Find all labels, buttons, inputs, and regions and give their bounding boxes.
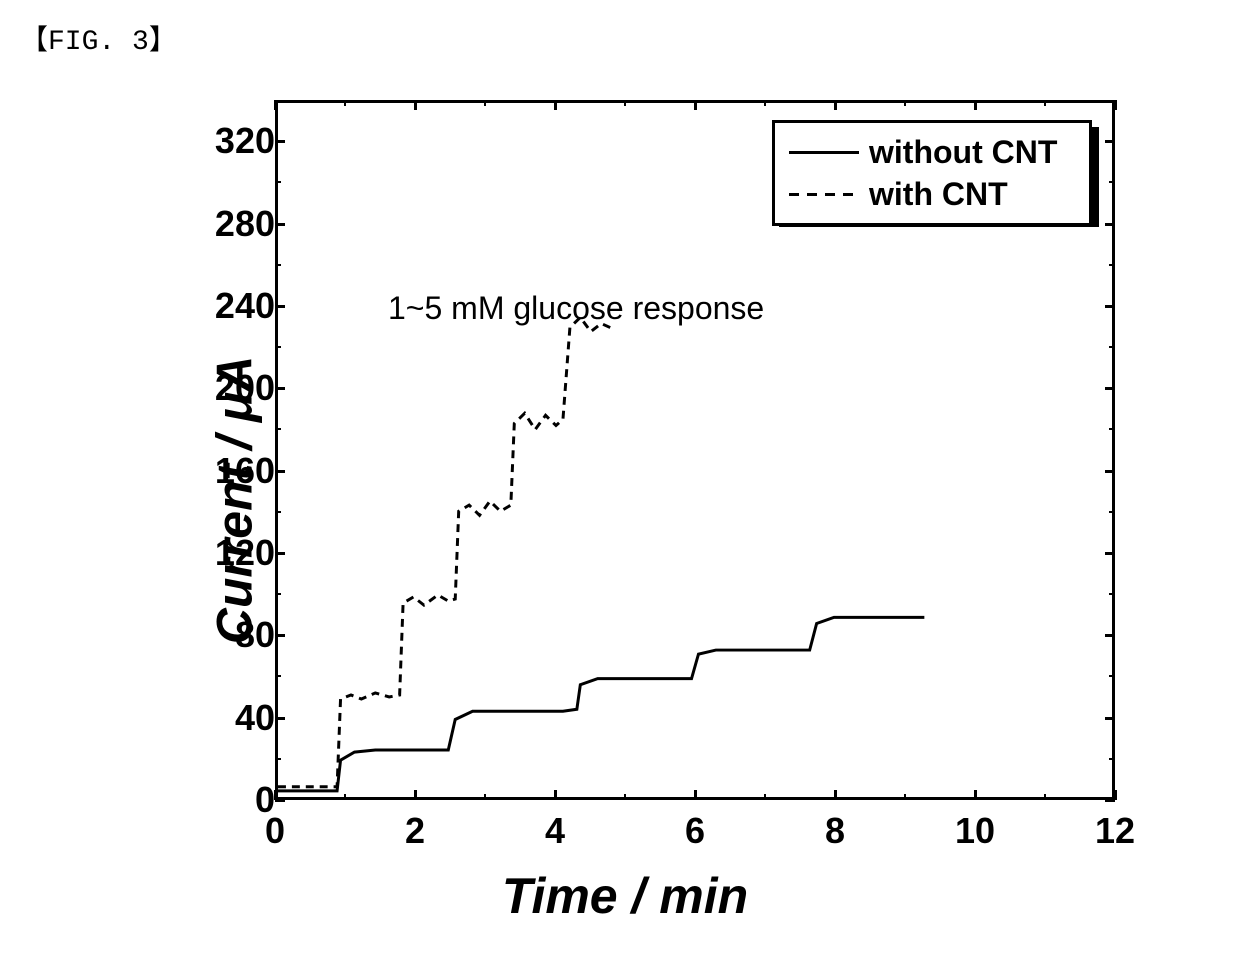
x-tick-mark — [834, 790, 837, 800]
x-tick-mark — [554, 790, 557, 800]
series-without-CNT — [278, 617, 924, 791]
y-tick-mark — [275, 140, 285, 143]
y-tick-mark — [1105, 717, 1115, 720]
y-tick-label: 240 — [215, 285, 275, 327]
x-tick-mark — [1114, 790, 1117, 800]
x-tick-label: 10 — [955, 810, 995, 852]
y-minor-tick-mark — [1109, 675, 1115, 677]
x-tick-mark — [694, 790, 697, 800]
x-tick-mark — [1114, 100, 1117, 110]
y-minor-tick-mark — [275, 264, 281, 266]
y-tick-mark — [1105, 470, 1115, 473]
legend-item-without-cnt: without CNT — [789, 131, 1075, 173]
y-minor-tick-mark — [275, 511, 281, 513]
y-tick-label: 160 — [215, 450, 275, 492]
x-minor-tick-mark — [764, 794, 766, 800]
x-tick-label: 2 — [405, 810, 425, 852]
y-tick-mark — [275, 552, 285, 555]
y-minor-tick-mark — [275, 758, 281, 760]
y-tick-label: 200 — [215, 367, 275, 409]
y-minor-tick-mark — [275, 181, 281, 183]
y-tick-mark — [1105, 223, 1115, 226]
x-axis-label: Time / min — [502, 867, 748, 925]
x-tick-label: 12 — [1095, 810, 1135, 852]
y-tick-label: 120 — [215, 532, 275, 574]
chart-container: Current / μA without CNT with CNT 1~5 mM… — [100, 90, 1150, 910]
y-tick-mark — [275, 305, 285, 308]
legend-label: with CNT — [869, 176, 1008, 213]
y-tick-label: 280 — [215, 203, 275, 245]
series-with-CNT — [278, 317, 610, 786]
x-minor-tick-mark — [904, 100, 906, 106]
x-tick-label: 6 — [685, 810, 705, 852]
x-tick-label: 8 — [825, 810, 845, 852]
y-tick-mark — [1105, 140, 1115, 143]
legend-item-with-cnt: with CNT — [789, 173, 1075, 215]
y-tick-mark — [1105, 634, 1115, 637]
x-tick-mark — [834, 100, 837, 110]
x-minor-tick-mark — [1044, 794, 1046, 800]
y-minor-tick-mark — [1109, 428, 1115, 430]
y-tick-mark — [275, 634, 285, 637]
legend-swatch-dash — [789, 193, 859, 196]
x-tick-mark — [414, 790, 417, 800]
x-minor-tick-mark — [1044, 100, 1046, 106]
y-minor-tick-mark — [1109, 181, 1115, 183]
y-minor-tick-mark — [275, 675, 281, 677]
y-tick-mark — [1105, 552, 1115, 555]
y-tick-mark — [1105, 305, 1115, 308]
y-minor-tick-mark — [275, 346, 281, 348]
x-minor-tick-mark — [624, 100, 626, 106]
chart-annotation: 1~5 mM glucose response — [388, 290, 764, 327]
y-minor-tick-mark — [1109, 346, 1115, 348]
x-tick-mark — [554, 100, 557, 110]
x-tick-mark — [274, 790, 277, 800]
y-tick-mark — [275, 717, 285, 720]
legend-label: without CNT — [869, 134, 1057, 171]
y-minor-tick-mark — [275, 593, 281, 595]
x-minor-tick-mark — [344, 794, 346, 800]
x-tick-mark — [414, 100, 417, 110]
y-minor-tick-mark — [1109, 593, 1115, 595]
x-tick-mark — [274, 100, 277, 110]
y-tick-label: 80 — [235, 614, 275, 656]
x-tick-label: 0 — [265, 810, 285, 852]
legend: without CNT with CNT — [772, 120, 1092, 226]
y-tick-mark — [275, 387, 285, 390]
figure-label: 【FIG. 3】 — [20, 18, 177, 58]
y-tick-mark — [275, 470, 285, 473]
y-minor-tick-mark — [1109, 511, 1115, 513]
x-minor-tick-mark — [764, 100, 766, 106]
x-minor-tick-mark — [904, 794, 906, 800]
y-tick-mark — [1105, 387, 1115, 390]
x-minor-tick-mark — [484, 100, 486, 106]
y-minor-tick-mark — [1109, 264, 1115, 266]
x-tick-label: 4 — [545, 810, 565, 852]
x-minor-tick-mark — [344, 100, 346, 106]
plot-area: without CNT with CNT 1~5 mM glucose resp… — [275, 100, 1115, 800]
legend-swatch-solid — [789, 151, 859, 154]
y-tick-mark — [275, 223, 285, 226]
y-minor-tick-mark — [275, 428, 281, 430]
x-tick-mark — [974, 790, 977, 800]
x-tick-mark — [974, 100, 977, 110]
x-minor-tick-mark — [624, 794, 626, 800]
x-tick-mark — [694, 100, 697, 110]
y-tick-label: 40 — [235, 697, 275, 739]
x-minor-tick-mark — [484, 794, 486, 800]
y-tick-label: 320 — [215, 120, 275, 162]
y-minor-tick-mark — [1109, 758, 1115, 760]
